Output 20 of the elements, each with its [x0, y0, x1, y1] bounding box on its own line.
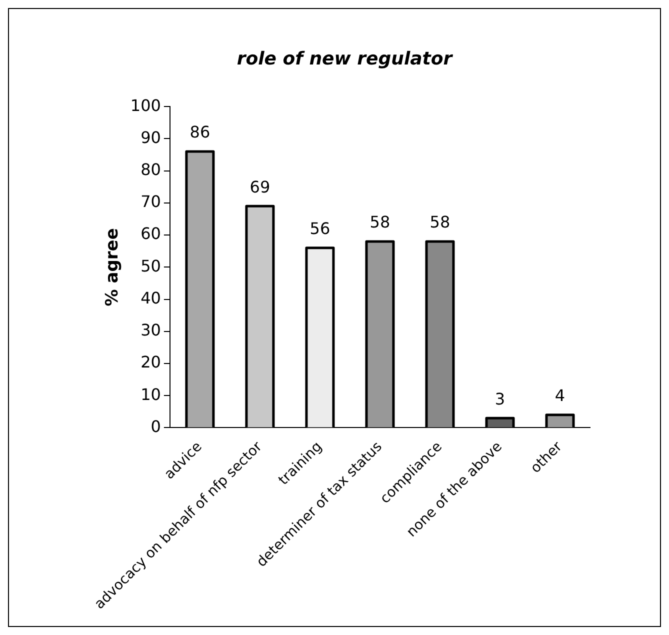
y-tick-label: 90	[140, 128, 161, 147]
y-tick-label: 40	[140, 288, 161, 308]
chart-title: role of new regulator	[236, 48, 454, 70]
y-tick-label: 60	[140, 224, 161, 244]
y-tick-label: 0	[150, 416, 161, 436]
y-tick-label: 10	[140, 384, 161, 404]
data-label: 58	[370, 212, 390, 232]
data-label: 58	[430, 212, 450, 232]
y-tick-label: 100	[130, 96, 161, 115]
data-label: 4	[554, 386, 566, 406]
data-label: 56	[310, 219, 330, 238]
y-tick-label: 20	[140, 352, 161, 372]
y-tick-label: 70	[140, 192, 161, 212]
data-label: 69	[250, 177, 270, 196]
y-tick-label: 80	[140, 160, 161, 179]
y-axis-title: % agree	[102, 228, 123, 306]
y-tick-label: 30	[140, 320, 161, 340]
data-label: 86	[190, 122, 210, 142]
y-tick-label: 50	[140, 256, 161, 276]
data-label: 3	[494, 389, 506, 408]
